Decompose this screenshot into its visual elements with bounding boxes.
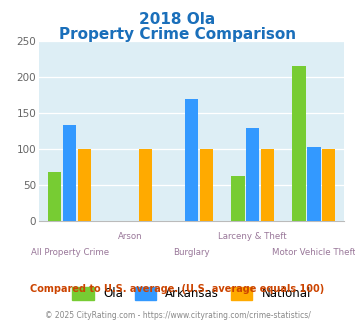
Bar xyxy=(292,66,306,221)
Bar xyxy=(185,99,198,221)
Text: 2018 Ola: 2018 Ola xyxy=(140,12,215,26)
Legend: Ola, Arkansas, National: Ola, Arkansas, National xyxy=(67,282,316,305)
Bar xyxy=(261,149,274,221)
Text: Arson: Arson xyxy=(118,232,143,241)
Bar xyxy=(307,147,321,221)
Text: All Property Crime: All Property Crime xyxy=(31,248,109,257)
Bar xyxy=(246,128,260,221)
Text: Larceny & Theft: Larceny & Theft xyxy=(218,232,287,241)
Text: © 2025 CityRating.com - https://www.cityrating.com/crime-statistics/: © 2025 CityRating.com - https://www.city… xyxy=(45,311,310,320)
Bar xyxy=(63,125,76,221)
Bar xyxy=(78,149,91,221)
Text: Motor Vehicle Theft: Motor Vehicle Theft xyxy=(272,248,355,257)
Text: Property Crime Comparison: Property Crime Comparison xyxy=(59,27,296,42)
Bar xyxy=(48,172,61,221)
Text: Compared to U.S. average. (U.S. average equals 100): Compared to U.S. average. (U.S. average … xyxy=(31,284,324,294)
Bar xyxy=(139,149,152,221)
Bar xyxy=(200,149,213,221)
Text: Burglary: Burglary xyxy=(173,248,210,257)
Bar xyxy=(322,149,335,221)
Bar xyxy=(231,176,245,221)
